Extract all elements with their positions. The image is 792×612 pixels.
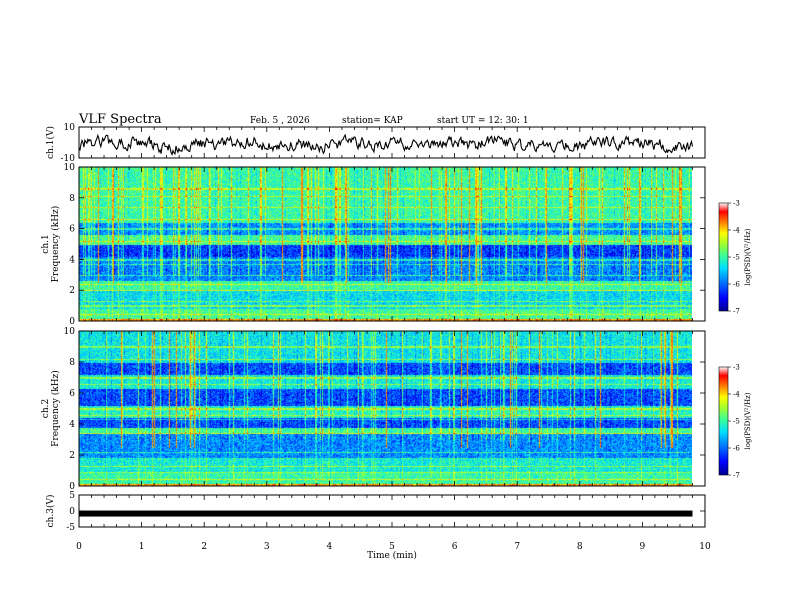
x-tick-label: 5: [389, 542, 395, 552]
header-station: station= KAP: [342, 116, 403, 126]
ch2-spectrogram-colorbar-tick: -5: [733, 418, 740, 426]
ch1-spectrogram-image: [79, 167, 692, 321]
x-tick-label: 2: [201, 542, 207, 552]
ch1-spectrogram-panel: 0 2 4 6 8 10 ch.1 Frequency (kHz): [41, 163, 706, 327]
ch2-spectrogram-ytick-label: 8: [69, 358, 75, 368]
x-tick-label: 7: [514, 542, 520, 552]
ch1-spectrogram-ylabel: Frequency (kHz): [50, 206, 61, 283]
x-tick-label: 4: [327, 542, 333, 552]
ch2-spectrogram-ytick-label: 10: [64, 327, 76, 337]
ch1-spectrogram-colorbar-tick: -6: [733, 281, 740, 289]
ch2-spectrogram-colorbar-tick: -7: [733, 472, 740, 480]
ch1-spectrogram-colorbar-tick: -4: [733, 227, 740, 235]
x-tick-label: 6: [452, 542, 458, 552]
ch2-spectrogram-colorbar-label: log(PSD)(V²/Hz): [744, 392, 752, 449]
ch1-waveform-panel: 10 -10 ch.1(V): [45, 123, 706, 164]
ch1-trace: [78, 133, 694, 156]
x-tick-label: 0: [76, 542, 82, 552]
x-tick-label: 10: [699, 542, 711, 552]
ch3-ytick-label: 5: [69, 491, 75, 501]
ch2-spectrogram-colorbar-tick: -4: [733, 391, 740, 399]
ch3-trace: [79, 510, 693, 517]
ch2-spectrogram-ylabel: Frequency (kHz): [50, 370, 61, 447]
ch1-spectrogram-ytick-label: 8: [69, 194, 75, 204]
time-axis: 0 1 2 3 4 5 6 7 8 9 10 Time (min): [76, 542, 711, 561]
ch1-spectrogram-ytick-label: 4: [69, 255, 75, 265]
ch1-spectrogram-ytick-label: 2: [69, 286, 75, 296]
header-start-time: start UT = 12: 30: 1: [437, 116, 529, 126]
ch1-spectrogram-colorbar-label: log(PSD)(V²/Hz): [744, 228, 752, 285]
ch3-ylabel: ch.3(V): [45, 495, 56, 528]
ch1-spectrogram-colorbar-tick: -7: [733, 308, 740, 316]
ch1-spectrogram-ylabel: ch.1: [41, 234, 51, 253]
ch1-spectrogram-ytick-label: 0: [69, 317, 75, 327]
ch1-ylabel: ch.1(V): [45, 126, 56, 159]
chart-title: VLF Spectra: [78, 112, 162, 127]
ch1-ytick-label: -10: [61, 154, 76, 164]
ch1-spectrogram-ytick-label: 6: [69, 225, 75, 235]
ch2-spectrogram-ytick-label: 2: [69, 451, 75, 461]
ch3-ytick-label: 0: [69, 507, 75, 517]
ch2-spectrogram-ytick-label: 0: [69, 482, 75, 492]
ch1-spectrogram-ytick-label: 10: [64, 163, 76, 173]
ch2-spectrogram-colorbar-tick: -3: [733, 364, 740, 372]
header-date: Feb. 5 , 2026: [250, 116, 310, 126]
ch1-ytick-label: 10: [64, 123, 76, 133]
ch1-spectrogram-colorbar-tick: -3: [733, 200, 740, 208]
ch3-waveform-panel: 5 0 -5 ch.3(V): [45, 491, 706, 533]
x-tick-label: 9: [640, 542, 646, 552]
ch2-spectrogram-image: [79, 331, 692, 486]
ch2-spectrogram-ylabel: ch.2: [41, 399, 51, 418]
colorbar-ch2: -3 -4 -5 -6 -7 log(PSD)(V²/Hz): [718, 364, 752, 480]
x-tick-label: 1: [139, 542, 145, 552]
x-tick-label: 3: [264, 542, 270, 552]
ch1-spectrogram-colorbar-scale: [718, 202, 729, 312]
ch2-spectrogram-ytick-label: 6: [69, 389, 75, 399]
ch2-spectrogram-colorbar-scale: [718, 366, 729, 476]
ch1-spectrogram-colorbar-tick: -5: [733, 254, 740, 262]
ch2-spectrogram-ytick-label: 4: [69, 420, 75, 430]
x-axis-label: Time (min): [367, 550, 417, 561]
ch2-spectrogram-colorbar-tick: -6: [733, 445, 740, 453]
x-tick-label: 8: [577, 542, 583, 552]
colorbar-ch1: -3 -4 -5 -6 -7 log(PSD)(V²/Hz): [718, 200, 752, 316]
ch2-spectrogram-panel: 0 2 4 6 8 10 ch.2 Frequency (kHz): [41, 327, 706, 492]
ch3-ytick-label: -5: [66, 523, 75, 533]
